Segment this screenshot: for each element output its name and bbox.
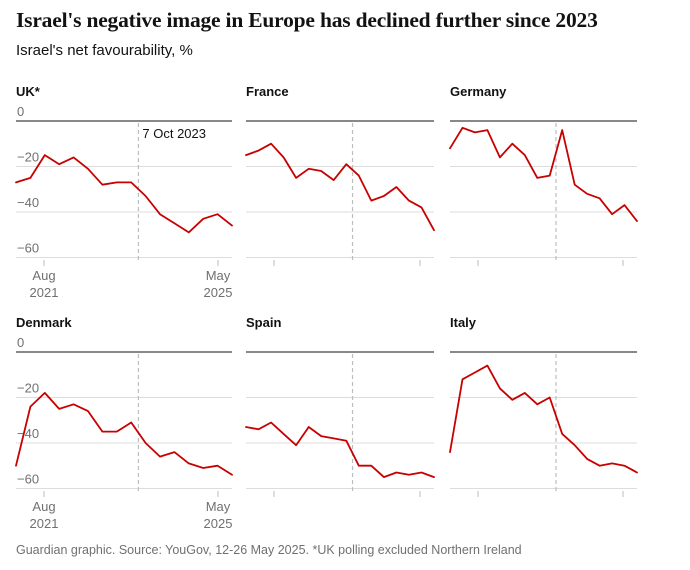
x-tick-label-denmark: 2025 bbox=[204, 516, 233, 531]
panel-label-italy: Italy bbox=[450, 315, 477, 330]
x-tick-label-uk: 2025 bbox=[204, 285, 233, 300]
x-tick-label-uk: May bbox=[206, 268, 231, 283]
panel-label-denmark: Denmark bbox=[16, 315, 72, 330]
series-line-denmark bbox=[15, 391, 233, 476]
series-line-france bbox=[245, 142, 435, 232]
chart-title: Israel's negative image in Europe has de… bbox=[16, 8, 598, 32]
series-line-uk bbox=[15, 154, 233, 234]
source-note: Guardian graphic. Source: YouGov, 12-26 … bbox=[16, 543, 522, 557]
y-tick-label-uk: −40 bbox=[17, 195, 39, 210]
y-tick-label-denmark: −20 bbox=[17, 380, 39, 395]
x-tick-label-uk: Aug bbox=[32, 268, 55, 283]
y-tick-label-denmark: 0 bbox=[17, 335, 24, 350]
y-tick-label-denmark: −60 bbox=[17, 471, 39, 486]
x-tick-label-denmark: Aug bbox=[32, 499, 55, 514]
series-line-spain bbox=[245, 421, 435, 479]
y-tick-label-uk: −20 bbox=[17, 149, 39, 164]
panel-label-spain: Spain bbox=[246, 315, 281, 330]
y-tick-label-denmark: −40 bbox=[17, 426, 39, 441]
series-line-italy bbox=[449, 364, 638, 474]
panel-label-france: France bbox=[246, 84, 289, 99]
y-tick-label-uk: 0 bbox=[17, 104, 24, 119]
x-tick-label-denmark: 2021 bbox=[30, 516, 59, 531]
x-tick-label-uk: 2021 bbox=[30, 285, 59, 300]
y-tick-label-uk: −60 bbox=[17, 240, 39, 255]
x-tick-label-denmark: May bbox=[206, 499, 231, 514]
marker-label: 7 Oct 2023 bbox=[142, 126, 206, 141]
panel-label-germany: Germany bbox=[450, 84, 507, 99]
series-line-germany bbox=[449, 126, 638, 223]
chart-subtitle: Israel's net favourability, % bbox=[16, 42, 193, 59]
panel-label-uk: UK* bbox=[16, 84, 41, 99]
